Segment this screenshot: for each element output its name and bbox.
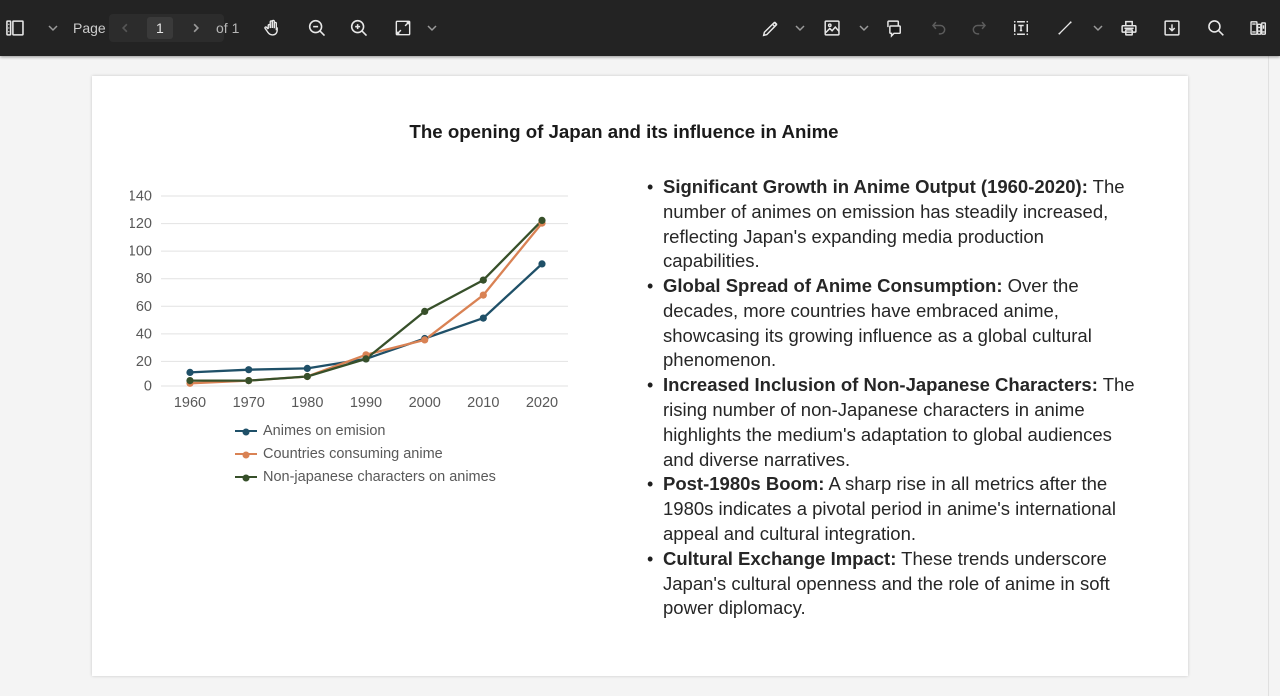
svg-text:40: 40 bbox=[136, 326, 152, 342]
svg-text:80: 80 bbox=[136, 271, 152, 287]
svg-text:1980: 1980 bbox=[291, 395, 323, 411]
svg-text:1990: 1990 bbox=[350, 395, 382, 411]
svg-text:1970: 1970 bbox=[233, 395, 265, 411]
svg-text:20: 20 bbox=[136, 354, 152, 370]
svg-text:2010: 2010 bbox=[467, 395, 499, 411]
svg-text:140: 140 bbox=[130, 189, 152, 205]
svg-text:100: 100 bbox=[130, 244, 152, 260]
svg-text:60: 60 bbox=[136, 299, 152, 315]
svg-text:2020: 2020 bbox=[526, 395, 558, 411]
svg-text:120: 120 bbox=[130, 216, 152, 232]
svg-text:2000: 2000 bbox=[409, 395, 441, 411]
svg-text:1960: 1960 bbox=[174, 395, 206, 411]
svg-text:0: 0 bbox=[144, 379, 152, 395]
